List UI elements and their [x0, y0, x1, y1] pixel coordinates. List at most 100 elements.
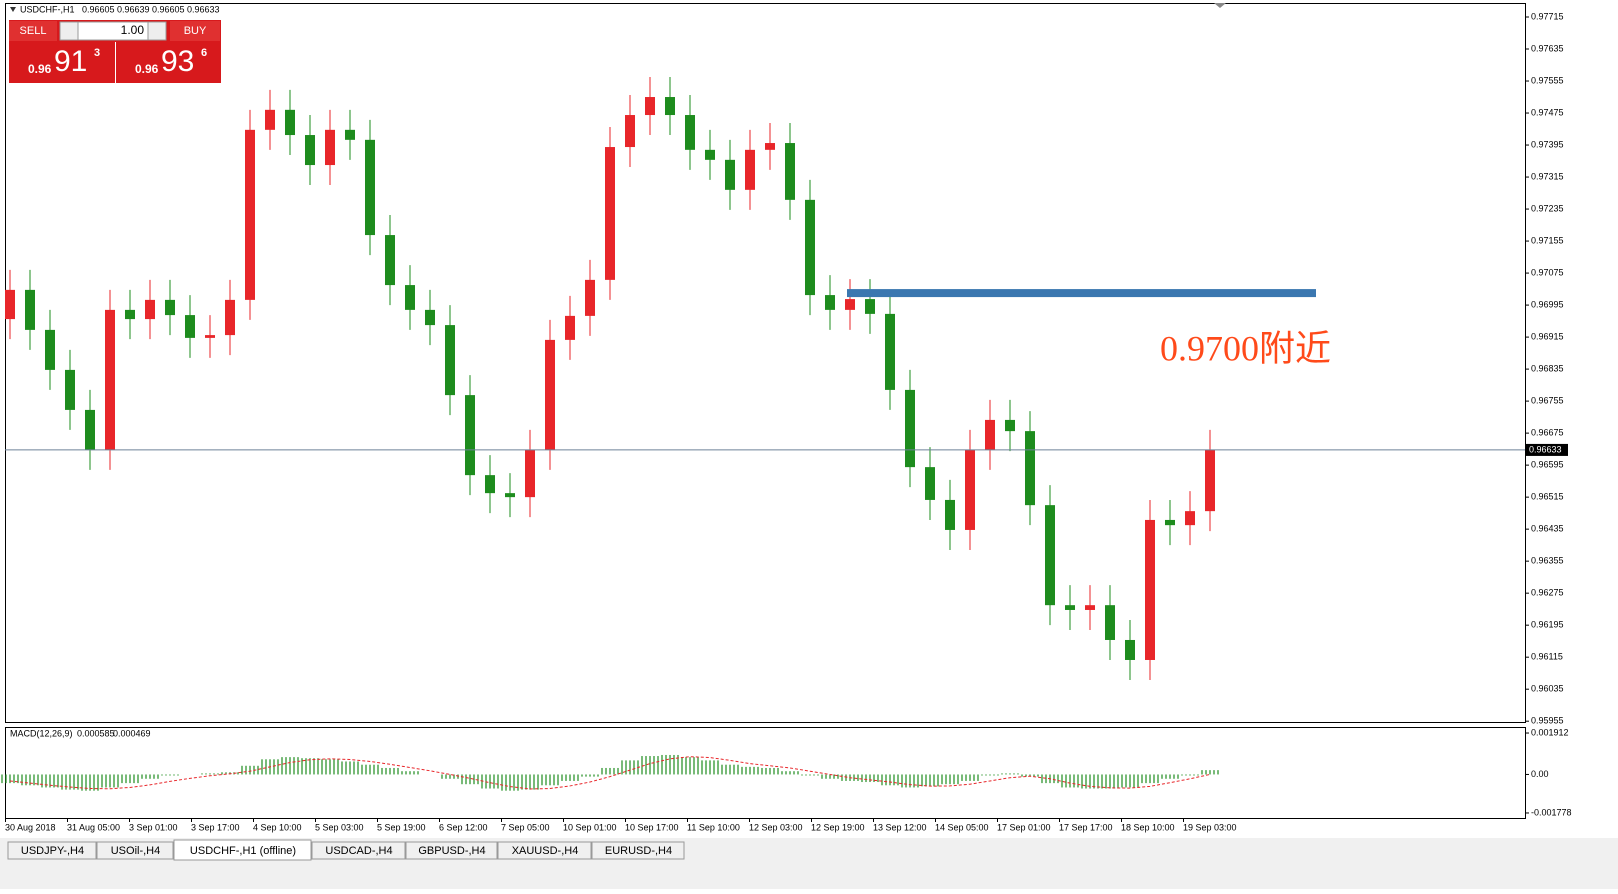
x-tick-label: 13 Sep 12:00 [873, 822, 927, 832]
candle-body [105, 309, 115, 450]
candle-body [745, 149, 755, 190]
y-tick-label: 0.96435 [1531, 524, 1564, 534]
y-tick-label: 0.96515 [1531, 492, 1564, 502]
candle-body [305, 135, 315, 166]
y-tick-label: 0.96755 [1531, 395, 1564, 405]
y-tick-label: 0.00 [1531, 769, 1549, 779]
candle-body [765, 143, 775, 150]
x-tick-label: 12 Sep 19:00 [811, 822, 865, 832]
ohlc-value: 0.96633 [187, 4, 220, 14]
price-small: 3 [94, 47, 100, 59]
candle-body [425, 309, 435, 326]
candle-body [225, 299, 235, 336]
candle-body [1185, 511, 1195, 526]
candle-body [1205, 449, 1215, 512]
price-small: 6 [201, 47, 207, 59]
candle-body [5, 289, 15, 320]
candle-body [25, 289, 35, 330]
tab-label: USDCAD-,H4 [325, 845, 392, 857]
buy-button[interactable] [170, 21, 220, 41]
candle-body [725, 159, 735, 190]
x-tick-label: 3 Sep 01:00 [129, 822, 178, 832]
candle-body [1145, 519, 1155, 660]
candle-body [525, 449, 535, 498]
y-tick-label: 0.96035 [1531, 684, 1564, 694]
y-tick-label: 0.97715 [1531, 11, 1564, 21]
candle-body [785, 143, 795, 200]
candle-body [665, 97, 675, 116]
candle-body [925, 467, 935, 500]
candle-body [845, 299, 855, 310]
price-tag [1526, 443, 1568, 456]
tab[interactable]: EURUSD-,H4 [591, 841, 685, 860]
x-tick-label: 7 Sep 05:00 [501, 822, 550, 832]
y-tick-label: 0.97235 [1531, 203, 1564, 213]
symbol: USDCHF-,H1 [20, 4, 75, 14]
annotation: 0.9700附近 [1160, 328, 1331, 368]
x-tick-label: 19 Sep 03:00 [1183, 822, 1237, 832]
x-tick-label: 14 Sep 05:00 [935, 822, 989, 832]
candle-body [865, 299, 875, 314]
candle-body [205, 335, 215, 338]
header-icon [10, 7, 16, 12]
price-tag-label: 0.96633 [1529, 444, 1562, 454]
tab-bg [405, 841, 498, 860]
tab[interactable]: XAUUSD-,H4 [497, 841, 592, 860]
candle-body [985, 419, 995, 450]
x-tick-label: 4 Sep 10:00 [253, 822, 302, 832]
y-tick-label: 0.97315 [1531, 171, 1564, 181]
tab-bg [591, 841, 685, 860]
candle-body [565, 315, 575, 340]
tab[interactable]: USDCHF-,H1 (offline) [173, 839, 312, 861]
candle-body [585, 279, 595, 316]
price-main: 93 [161, 45, 194, 78]
tab-label: USOil-,H4 [111, 845, 161, 857]
x-tick-label: 10 Sep 17:00 [625, 822, 679, 832]
y-tick-label: 0.96595 [1531, 460, 1564, 470]
lot-up[interactable] [147, 21, 167, 41]
candle-body [605, 147, 615, 280]
tab[interactable]: USDCAD-,H4 [311, 841, 406, 860]
ohlc-value: 0.96639 [117, 4, 150, 14]
tab[interactable]: USDJPY-,H4 [7, 841, 97, 860]
macd-signal: 0.000469 [113, 728, 151, 738]
candle-body [125, 309, 135, 320]
candle-body [1065, 605, 1075, 610]
signal-line [9, 756, 1211, 790]
lot-value: 1.00 [121, 23, 145, 37]
y-tick-label: 0.96275 [1531, 588, 1564, 598]
x-tick-label: 17 Sep 01:00 [997, 822, 1051, 832]
candle-body [1105, 605, 1115, 640]
candle-body [285, 109, 295, 136]
x-tick-label: 30 Aug 2018 [5, 822, 56, 832]
lot-down[interactable] [59, 21, 79, 41]
tab-bg [96, 841, 174, 860]
shift-marker [1214, 3, 1226, 8]
y-tick-label: 0.001912 [1531, 727, 1569, 737]
price-big: 0.96 [135, 62, 159, 76]
y-tick-label: 0.97395 [1531, 139, 1564, 149]
tab-bg [497, 841, 592, 860]
candle-body [1045, 505, 1055, 606]
y-tick-label: 0.97555 [1531, 75, 1564, 85]
x-tick-label: 12 Sep 03:00 [749, 822, 803, 832]
candle-body [65, 369, 75, 410]
tab-label: XAUUSD-,H4 [512, 845, 579, 857]
tab[interactable]: GBPUSD-,H4 [405, 841, 498, 860]
tab-bg [173, 839, 312, 861]
candle-body [85, 409, 95, 450]
candle-body [965, 449, 975, 530]
y-tick-label: 0.97635 [1531, 43, 1564, 53]
tab-bg [311, 841, 406, 860]
buy-label: BUY [184, 25, 207, 37]
tab[interactable]: USOil-,H4 [96, 841, 174, 860]
candle-body [685, 115, 695, 150]
y-tick-label: 0.96995 [1531, 299, 1564, 309]
sell-button[interactable] [9, 21, 57, 41]
y-tick-label: 0.96915 [1531, 331, 1564, 341]
x-tick-label: 18 Sep 10:00 [1121, 822, 1175, 832]
y-tick-label: 0.96835 [1531, 363, 1564, 373]
y-tick-label: 0.95955 [1531, 716, 1564, 726]
